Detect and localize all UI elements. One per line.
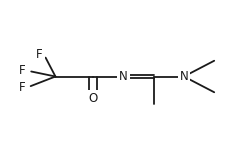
Text: N: N bbox=[119, 70, 128, 83]
Text: O: O bbox=[89, 92, 98, 105]
Text: F: F bbox=[19, 81, 25, 94]
Text: F: F bbox=[19, 64, 25, 77]
Text: F: F bbox=[36, 48, 43, 61]
Text: N: N bbox=[180, 70, 188, 83]
